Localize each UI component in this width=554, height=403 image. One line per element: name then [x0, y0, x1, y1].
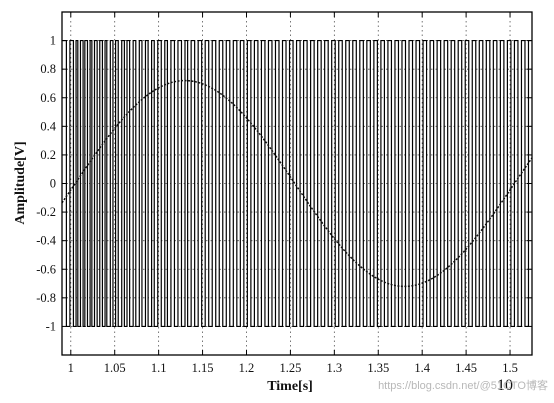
x-tick-label: 1.45: [455, 361, 477, 375]
y-tick-label: 1: [50, 34, 56, 48]
x-tick-labels: 1 1.05 1.1 1.15 1.2 1.25 1.3 1.35 1.4 1.45 1.5: [68, 361, 518, 375]
y-tick-label: -0.6: [36, 262, 56, 276]
pulse-train-line: [62, 39, 532, 328]
x-tick-label: 1.3: [327, 361, 343, 375]
x-tick-label: 1.2: [239, 361, 255, 375]
sine-series: [61, 79, 533, 288]
y-tick-label: 0.2: [40, 148, 56, 162]
x-tick-label: 1.25: [279, 361, 301, 375]
y-tick-label: -0.2: [36, 205, 56, 219]
x-exponent-label: 10: [497, 377, 513, 394]
y-tick-label: 0.6: [40, 91, 56, 105]
y-tick-label: -0.8: [36, 291, 56, 305]
x-tick-label: 1.1: [151, 361, 167, 375]
y-tick-label: 0: [50, 177, 56, 191]
tick-marks: [62, 12, 532, 355]
y-axis-label: Amplitude[V]: [13, 141, 28, 224]
y-tick-label: -1: [46, 319, 56, 333]
x-tick-label: 1.15: [192, 361, 214, 375]
x-tick-label: 1.35: [367, 361, 389, 375]
y-tick-label: 0.8: [40, 62, 56, 76]
watermark-text: https://blog.csdn.net/@51CTO博客: [378, 378, 548, 392]
y-tick-label: -0.4: [36, 234, 57, 248]
y-tick-label: 0.4: [40, 119, 56, 133]
x-tick-label: 1.4: [414, 361, 430, 375]
y-tick-labels: 1 0.8 0.6 0.4 0.2 0 -0.2 -0.4 -0.6 -0.8 -1: [36, 34, 57, 334]
sine-line: [61, 79, 533, 288]
x-tick-label: 1: [68, 361, 74, 375]
x-tick-label: 1.5: [502, 361, 518, 375]
x-axis-label: Time[s]: [267, 379, 313, 394]
pulse-train-series: [62, 39, 532, 328]
x-tick-label: 1.05: [104, 361, 126, 375]
